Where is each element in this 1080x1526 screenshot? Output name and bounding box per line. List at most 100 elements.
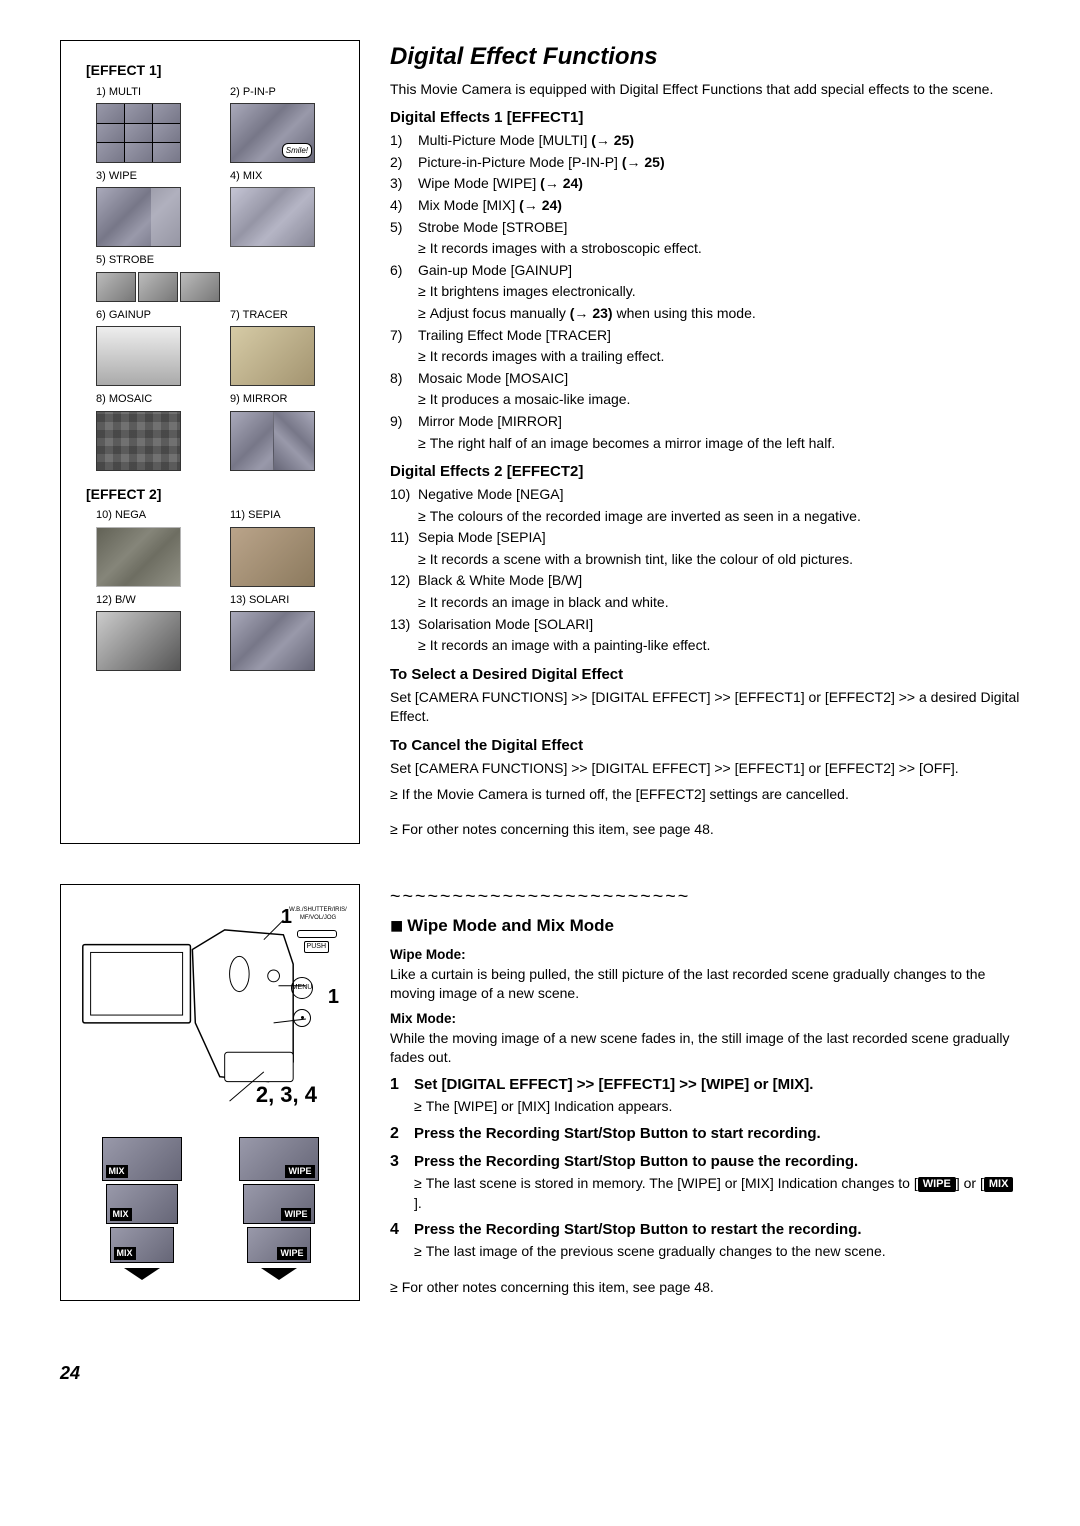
effect1-thumbnails: 1) MULTI2) P-IN-PSmile!3) WIPE4) MIX5) S… (96, 85, 344, 471)
thumb-image (96, 611, 181, 671)
arrow-down-icon (261, 1268, 297, 1280)
wipe-mix-section: 1 W.B./SHUTTER/IRIS/ MF/VOL/JOG PUSH 1 M… (60, 884, 1020, 1302)
effect-sub: It records images with a trailing effect… (390, 347, 1020, 367)
step-item: 4Press the Recording Start/Stop Button t… (390, 1219, 1020, 1262)
effect-sub: It records an image with a painting-like… (390, 636, 1020, 656)
effect2-thumbnails: 10) NEGA11) SEPIA12) B/W13) SOLARI (96, 508, 344, 671)
effects1-list: 1)Multi-Picture Mode [MULTI] (→ 25)2)Pic… (390, 131, 1020, 453)
thumb-image: Smile! (230, 103, 315, 163)
thumb-cell: 3) WIPE (96, 169, 210, 247)
mix-label: MIX (114, 1247, 136, 1260)
wipe-frame: WIPE (247, 1227, 311, 1263)
thumb-caption: 9) MIRROR (230, 392, 344, 407)
thumb-image (230, 527, 315, 587)
effect-item: 7)Trailing Effect Mode [TRACER] (390, 326, 1020, 346)
effect-item: 2)Picture-in-Picture Mode [P-IN-P] (→ 25… (390, 153, 1020, 173)
mix-stack: MIX MIX MIX (102, 1137, 182, 1280)
thumb-caption: 3) WIPE (96, 169, 210, 184)
thumb-image (96, 411, 181, 471)
page-title: Digital Effect Functions (390, 40, 1020, 74)
thumb-cell: 4) MIX (230, 169, 344, 247)
thumb-image (96, 272, 344, 302)
effect-item: 6)Gain-up Mode [GAINUP] (390, 261, 1020, 281)
step-item: 1Set [DIGITAL EFFECT] >> [EFFECT1] >> [W… (390, 1074, 1020, 1117)
thumb-cell: 10) NEGA (96, 508, 210, 586)
effects1-heading: Digital Effects 1 [EFFECT1] (390, 107, 1020, 128)
thumb-image (96, 527, 181, 587)
thumb-image (96, 103, 181, 163)
other-notes-bottom: For other notes concerning this item, se… (390, 1278, 1020, 1298)
dial-label: W.B./SHUTTER/IRIS/ MF/VOL/JOG (289, 906, 347, 923)
thumb-cell: 2) P-IN-P Smile! (230, 85, 344, 163)
select-heading: To Select a Desired Digital Effect (390, 664, 1020, 685)
arrow-down-icon (124, 1268, 160, 1280)
effect-item: 12)Black & White Mode [B/W] (390, 571, 1020, 591)
thumb-cell: 7) TRACER (230, 308, 344, 386)
effect-sub: The right half of an image becomes a mir… (390, 434, 1020, 454)
effects-thumbnail-panel: [EFFECT 1] 1) MULTI 2) P-IN-P Smile! 3) WIP… (60, 40, 360, 844)
mix-frame: MIX (110, 1227, 174, 1263)
effect-sub: Adjust focus manually (→ 23) when using … (390, 304, 1020, 324)
effect-item: 1)Multi-Picture Mode [MULTI] (→ 25) (390, 131, 1020, 151)
thumb-caption: 1) MULTI (96, 85, 210, 100)
thumb-caption: 7) TRACER (230, 308, 344, 323)
thumb-caption: 2) P-IN-P (230, 85, 344, 100)
effect-item: 13)Solarisation Mode [SOLARI] (390, 615, 1020, 635)
thumb-image (230, 187, 315, 247)
thumb-cell: 13) SOLARI (230, 593, 344, 671)
thumb-caption: 13) SOLARI (230, 593, 344, 608)
steps-list: 1Set [DIGITAL EFFECT] >> [EFFECT1] >> [W… (390, 1074, 1020, 1262)
wipe-mix-text: ~~~~~~~~~~~~~~~~~~~~~~~~ Wipe Mode and M… (390, 884, 1020, 1302)
thumb-caption: 4) MIX (230, 169, 344, 184)
thumb-image (230, 411, 315, 471)
effect-item: 4)Mix Mode [MIX] (→ 24) (390, 196, 1020, 216)
effect-item: 9)Mirror Mode [MIRROR] (390, 412, 1020, 432)
effects2-heading: Digital Effects 2 [EFFECT2] (390, 461, 1020, 482)
thumb-caption: 10) NEGA (96, 508, 210, 523)
wipe-stack: WIPE WIPE WIPE (239, 1137, 319, 1280)
effect2-label: [EFFECT 2] (86, 485, 344, 505)
thumb-image (230, 611, 315, 671)
callout-234: 2, 3, 4 (256, 1080, 317, 1111)
mix-label: MIX (110, 1208, 132, 1221)
wipe-frame: WIPE (239, 1137, 319, 1181)
effect-sub: The colours of the recorded image are in… (390, 507, 1020, 527)
other-notes: For other notes concerning this item, se… (390, 820, 1020, 840)
thumb-image (96, 187, 181, 247)
wipe-label: WIPE (285, 1165, 314, 1178)
wipe-label: WIPE (281, 1208, 310, 1221)
thumb-cell: 6) GAINUP (96, 308, 210, 386)
effect-item: 8)Mosaic Mode [MOSAIC] (390, 369, 1020, 389)
cancel-heading: To Cancel the Digital Effect (390, 735, 1020, 756)
digital-effects-section: [EFFECT 1] 1) MULTI 2) P-IN-P Smile! 3) WIP… (60, 40, 1020, 844)
effect-item: 10)Negative Mode [NEGA] (390, 485, 1020, 505)
digital-effects-text: Digital Effect Functions This Movie Came… (390, 40, 1020, 844)
effect1-label: [EFFECT 1] (86, 61, 344, 81)
wipe-frame: WIPE (243, 1184, 315, 1224)
thumb-cell: 1) MULTI (96, 85, 210, 163)
camera-illustration-panel: 1 W.B./SHUTTER/IRIS/ MF/VOL/JOG PUSH 1 M… (60, 884, 360, 1302)
effect-sub: It records a scene with a brownish tint,… (390, 550, 1020, 570)
effect-item: 3)Wipe Mode [WIPE] (→ 24) (390, 174, 1020, 194)
page-number: 24 (60, 1361, 1020, 1386)
mix-frame: MIX (102, 1137, 182, 1181)
menu-button-icon: MENU (291, 977, 313, 999)
effect-sub: It brightens images electronically. (390, 282, 1020, 302)
thumb-cell: 8) MOSAIC (96, 392, 210, 470)
effect-item: 11)Sepia Mode [SEPIA] (390, 528, 1020, 548)
thumb-cell: 9) MIRROR (230, 392, 344, 470)
mix-frame: MIX (106, 1184, 178, 1224)
step-item: 2Press the Recording Start/Stop Button t… (390, 1123, 1020, 1145)
thumb-caption: 8) MOSAIC (96, 392, 210, 407)
effect-sub: It records images with a stroboscopic ef… (390, 239, 1020, 259)
camera-illustration: 1 W.B./SHUTTER/IRIS/ MF/VOL/JOG PUSH 1 M… (73, 903, 347, 1133)
cancel-note: If the Movie Camera is turned off, the [… (390, 785, 1020, 805)
effect-sub: It produces a mosaic-like image. (390, 390, 1020, 410)
divider-tilde: ~~~~~~~~~~~~~~~~~~~~~~~~ (390, 884, 1020, 909)
cancel-text: Set [CAMERA FUNCTIONS] >> [DIGITAL EFFEC… (390, 759, 1020, 779)
wipe-mode-text: Like a curtain is being pulled, the stil… (390, 965, 1020, 1004)
effects2-list: 10)Negative Mode [NEGA]The colours of th… (390, 485, 1020, 656)
thumb-caption: 6) GAINUP (96, 308, 210, 323)
thumb-caption: 11) SEPIA (230, 508, 344, 523)
mix-mode-label: Mix Mode: (390, 1010, 1020, 1029)
